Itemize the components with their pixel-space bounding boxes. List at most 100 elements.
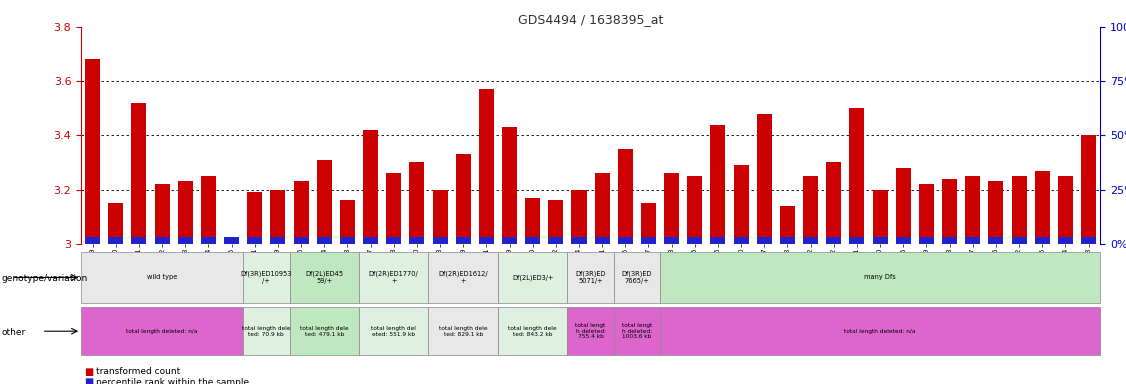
Bar [81,252,243,303]
Text: Df(2L)ED45
59/+: Df(2L)ED45 59/+ [305,271,343,284]
Bar [248,237,262,244]
Text: Df(3R)ED10953
/+: Df(3R)ED10953 /+ [241,271,292,284]
Bar [86,237,100,244]
Bar [363,130,378,244]
Bar [270,237,286,244]
Bar [873,237,887,244]
Bar [294,182,309,244]
Bar [780,237,795,244]
Text: ■: ■ [84,367,93,377]
Bar [410,162,425,244]
Bar [618,149,633,244]
Bar [687,176,703,244]
Bar [734,165,749,244]
Bar [757,114,771,244]
Bar [479,89,494,244]
Bar [1011,176,1027,244]
Bar [386,173,401,244]
Bar [895,168,911,244]
Bar [1081,237,1096,244]
Bar [86,60,100,244]
Bar [595,173,609,244]
Bar [548,200,563,244]
Bar [572,237,587,244]
Bar [826,237,841,244]
Bar [687,237,703,244]
Bar [568,252,614,303]
Bar [849,108,865,244]
Bar [289,307,359,355]
Bar [641,203,656,244]
Bar [200,176,216,244]
Bar [1081,136,1096,244]
Text: total length dele
ted: 479.1 kb: total length dele ted: 479.1 kb [300,326,349,337]
Bar [432,190,447,244]
Bar [178,182,193,244]
Bar [614,252,660,303]
Text: total length dele
ted: 843.2 kb: total length dele ted: 843.2 kb [508,326,557,337]
Bar [895,237,911,244]
Text: percentile rank within the sample: percentile rank within the sample [96,377,249,384]
Bar [803,176,819,244]
Bar [989,182,1003,244]
Text: total length dele
ted: 70.9 kb: total length dele ted: 70.9 kb [242,326,291,337]
Bar [224,237,239,244]
Bar [548,237,563,244]
Text: ■: ■ [84,377,93,384]
Bar [849,237,865,244]
Bar [498,307,568,355]
Bar [711,124,725,244]
Bar [826,162,841,244]
Bar [989,237,1003,244]
Bar [108,203,124,244]
Bar [410,237,425,244]
Bar [1057,237,1073,244]
Bar [456,154,471,244]
Bar [1011,237,1027,244]
Text: total length del
eted: 551.9 kb: total length del eted: 551.9 kb [372,326,417,337]
Bar [1057,176,1073,244]
Text: many Dfs: many Dfs [865,275,896,280]
Bar [965,176,981,244]
Text: Df(2R)ED1770/
+: Df(2R)ED1770/ + [369,271,419,284]
Bar [340,200,355,244]
Bar [432,237,447,244]
Bar [965,237,981,244]
Bar [243,252,289,303]
Bar [664,237,679,244]
Bar [200,237,216,244]
Bar [660,252,1100,303]
Bar [1035,237,1049,244]
Bar [132,237,146,244]
Bar [502,127,517,244]
Bar [363,237,378,244]
Text: Df(2R)ED1612/
+: Df(2R)ED1612/ + [438,271,488,284]
Bar [479,237,494,244]
Bar [429,307,498,355]
Bar [734,237,749,244]
Text: wild type: wild type [148,275,177,280]
Bar [1035,170,1049,244]
Bar [289,252,359,303]
Text: total lengt
h deleted:
755.4 kb: total lengt h deleted: 755.4 kb [575,323,606,339]
Bar [660,307,1100,355]
Bar [108,237,124,244]
Bar [224,238,239,244]
Bar [178,237,193,244]
Text: Df(2L)ED3/+: Df(2L)ED3/+ [512,274,554,281]
Bar [294,237,309,244]
Bar [386,237,401,244]
Text: Df(3R)ED
5071/+: Df(3R)ED 5071/+ [575,271,606,284]
Bar [942,179,957,244]
Bar [780,206,795,244]
Bar [81,307,243,355]
Bar [243,307,289,355]
Bar [873,190,887,244]
Bar [248,192,262,244]
Bar [456,237,471,244]
Bar [618,237,633,244]
Bar [942,237,957,244]
Bar [498,252,568,303]
Bar [757,237,771,244]
Text: total length dele
ted: 829.1 kb: total length dele ted: 829.1 kb [439,326,488,337]
